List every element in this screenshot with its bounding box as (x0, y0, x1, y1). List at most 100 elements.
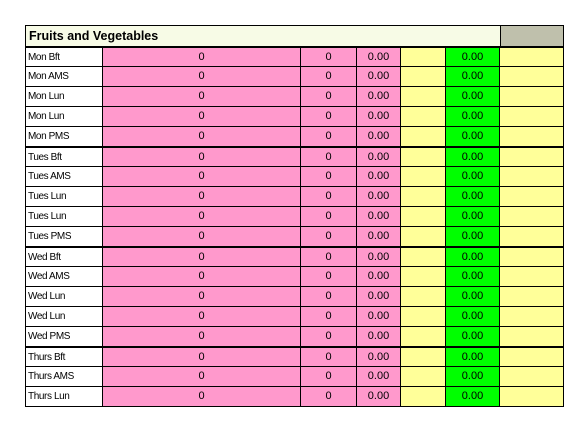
count-cell[interactable]: 0 (301, 227, 357, 246)
yellow-cell[interactable] (401, 67, 446, 86)
row-label-cell[interactable]: Mon AMS (26, 67, 103, 86)
total-cell[interactable]: 0.00 (446, 227, 500, 246)
row-label-cell[interactable]: Thurs Lun (26, 387, 103, 406)
yellow-cell[interactable] (401, 87, 446, 106)
quantity-cell[interactable]: 0 (103, 127, 301, 146)
count-cell[interactable]: 0 (301, 167, 357, 186)
yellow-cell[interactable] (500, 227, 563, 246)
quantity-cell[interactable]: 0 (103, 307, 301, 326)
count-cell[interactable]: 0 (301, 187, 357, 206)
amount-cell[interactable]: 0.00 (357, 227, 401, 246)
yellow-cell[interactable] (500, 248, 563, 266)
yellow-cell[interactable] (500, 87, 563, 106)
row-label-cell[interactable]: Thurs AMS (26, 367, 103, 386)
amount-cell[interactable]: 0.00 (357, 107, 401, 126)
count-cell[interactable]: 0 (301, 307, 357, 326)
row-label-cell[interactable]: Tues Lun (26, 207, 103, 226)
amount-cell[interactable]: 0.00 (357, 327, 401, 346)
yellow-cell[interactable] (401, 207, 446, 226)
quantity-cell[interactable]: 0 (103, 107, 301, 126)
count-cell[interactable]: 0 (301, 248, 357, 266)
yellow-cell[interactable] (401, 107, 446, 126)
row-label-cell[interactable]: Mon Bft (26, 48, 103, 66)
amount-cell[interactable]: 0.00 (357, 187, 401, 206)
yellow-cell[interactable] (500, 387, 563, 406)
row-label-cell[interactable]: Wed Bft (26, 248, 103, 266)
amount-cell[interactable]: 0.00 (357, 207, 401, 226)
yellow-cell[interactable] (401, 167, 446, 186)
yellow-cell[interactable] (500, 148, 563, 166)
yellow-cell[interactable] (401, 267, 446, 286)
row-label-cell[interactable]: Tues Bft (26, 148, 103, 166)
amount-cell[interactable]: 0.00 (357, 248, 401, 266)
amount-cell[interactable]: 0.00 (357, 167, 401, 186)
count-cell[interactable]: 0 (301, 287, 357, 306)
total-cell[interactable]: 0.00 (446, 307, 500, 326)
total-cell[interactable]: 0.00 (446, 287, 500, 306)
quantity-cell[interactable]: 0 (103, 48, 301, 66)
yellow-cell[interactable] (500, 107, 563, 126)
total-cell[interactable]: 0.00 (446, 267, 500, 286)
amount-cell[interactable]: 0.00 (357, 307, 401, 326)
row-label-cell[interactable]: Wed Lun (26, 307, 103, 326)
total-cell[interactable]: 0.00 (446, 48, 500, 66)
total-cell[interactable]: 0.00 (446, 87, 500, 106)
yellow-cell[interactable] (401, 48, 446, 66)
row-label-cell[interactable]: Tues PMS (26, 227, 103, 246)
yellow-cell[interactable] (401, 148, 446, 166)
yellow-cell[interactable] (500, 127, 563, 146)
yellow-cell[interactable] (500, 167, 563, 186)
yellow-cell[interactable] (500, 307, 563, 326)
total-cell[interactable]: 0.00 (446, 107, 500, 126)
quantity-cell[interactable]: 0 (103, 207, 301, 226)
yellow-cell[interactable] (401, 248, 446, 266)
row-label-cell[interactable]: Wed Lun (26, 287, 103, 306)
count-cell[interactable]: 0 (301, 387, 357, 406)
quantity-cell[interactable]: 0 (103, 148, 301, 166)
amount-cell[interactable]: 0.00 (357, 48, 401, 66)
row-label-cell[interactable]: Mon Lun (26, 87, 103, 106)
yellow-cell[interactable] (401, 307, 446, 326)
sheet-title[interactable]: Fruits and Vegetables (26, 26, 501, 46)
yellow-cell[interactable] (401, 187, 446, 206)
total-cell[interactable]: 0.00 (446, 327, 500, 346)
yellow-cell[interactable] (500, 367, 563, 386)
quantity-cell[interactable]: 0 (103, 387, 301, 406)
quantity-cell[interactable]: 0 (103, 187, 301, 206)
total-cell[interactable]: 0.00 (446, 167, 500, 186)
row-label-cell[interactable]: Tues AMS (26, 167, 103, 186)
amount-cell[interactable]: 0.00 (357, 387, 401, 406)
amount-cell[interactable]: 0.00 (357, 348, 401, 366)
yellow-cell[interactable] (401, 287, 446, 306)
total-cell[interactable]: 0.00 (446, 387, 500, 406)
total-cell[interactable]: 0.00 (446, 127, 500, 146)
quantity-cell[interactable]: 0 (103, 348, 301, 366)
quantity-cell[interactable]: 0 (103, 267, 301, 286)
total-cell[interactable]: 0.00 (446, 148, 500, 166)
yellow-cell[interactable] (401, 387, 446, 406)
yellow-cell[interactable] (401, 227, 446, 246)
amount-cell[interactable]: 0.00 (357, 287, 401, 306)
yellow-cell[interactable] (500, 187, 563, 206)
total-cell[interactable]: 0.00 (446, 187, 500, 206)
row-label-cell[interactable]: Wed AMS (26, 267, 103, 286)
quantity-cell[interactable]: 0 (103, 67, 301, 86)
total-cell[interactable]: 0.00 (446, 67, 500, 86)
count-cell[interactable]: 0 (301, 207, 357, 226)
amount-cell[interactable]: 0.00 (357, 267, 401, 286)
count-cell[interactable]: 0 (301, 107, 357, 126)
yellow-cell[interactable] (500, 207, 563, 226)
yellow-cell[interactable] (401, 348, 446, 366)
count-cell[interactable]: 0 (301, 367, 357, 386)
row-label-cell[interactable]: Mon PMS (26, 127, 103, 146)
amount-cell[interactable]: 0.00 (357, 367, 401, 386)
count-cell[interactable]: 0 (301, 67, 357, 86)
quantity-cell[interactable]: 0 (103, 248, 301, 266)
yellow-cell[interactable] (500, 348, 563, 366)
count-cell[interactable]: 0 (301, 48, 357, 66)
quantity-cell[interactable]: 0 (103, 87, 301, 106)
total-cell[interactable]: 0.00 (446, 207, 500, 226)
quantity-cell[interactable]: 0 (103, 167, 301, 186)
amount-cell[interactable]: 0.00 (357, 67, 401, 86)
amount-cell[interactable]: 0.00 (357, 127, 401, 146)
